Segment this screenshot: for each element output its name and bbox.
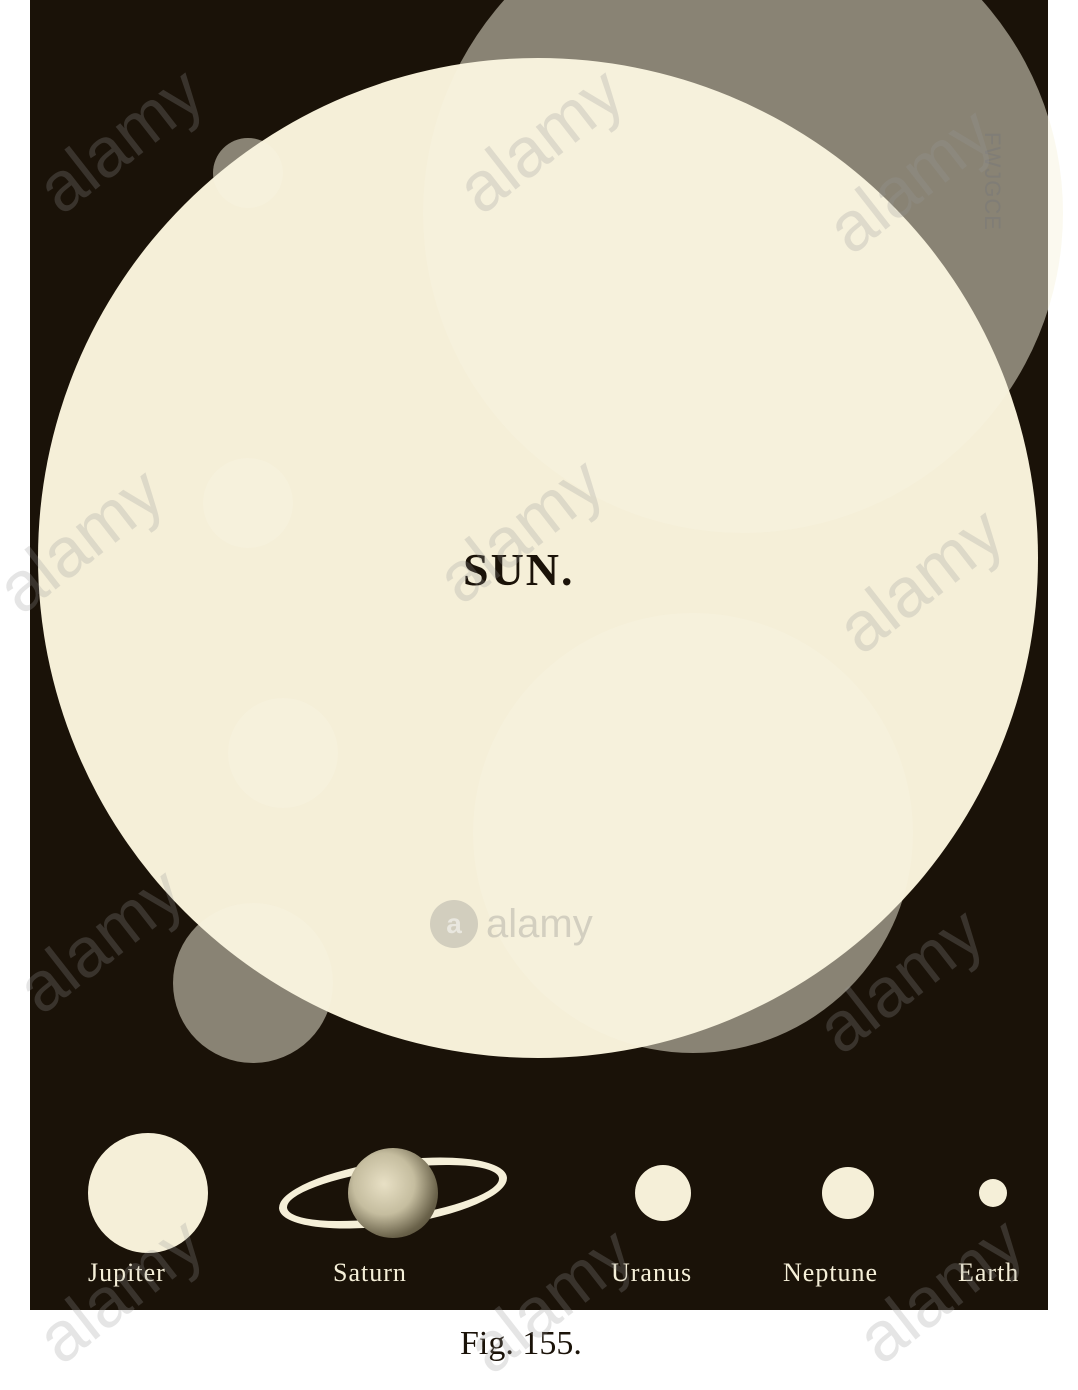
watermark-logo: a alamy: [430, 900, 593, 948]
ghost-circle: [203, 458, 293, 548]
saturn-body: [348, 1148, 438, 1238]
ghost-circle: [173, 903, 333, 1063]
uranus-circle: [635, 1165, 691, 1221]
watermark-logo-icon: a: [430, 900, 478, 948]
neptune-circle: [822, 1167, 874, 1219]
watermark-code: FWJGCE: [979, 132, 1005, 231]
saturn-label: Saturn: [333, 1258, 407, 1288]
figure-caption: Fig. 155.: [460, 1325, 582, 1363]
earth-label: Earth: [958, 1258, 1019, 1288]
sun-label: SUN.: [463, 543, 575, 596]
ghost-circle: [213, 138, 283, 208]
watermark-logo-text: alamy: [486, 902, 593, 947]
earth-circle: [979, 1179, 1007, 1207]
neptune-label: Neptune: [783, 1258, 878, 1288]
ghost-circle: [228, 698, 338, 808]
uranus-label: Uranus: [611, 1258, 692, 1288]
diagram-frame: SUN. Jupiter Saturn Uranus Neptune Earth: [30, 0, 1048, 1310]
jupiter-circle: [88, 1133, 208, 1253]
ghost-circle: [473, 613, 913, 1053]
jupiter-label: Jupiter: [88, 1258, 166, 1288]
